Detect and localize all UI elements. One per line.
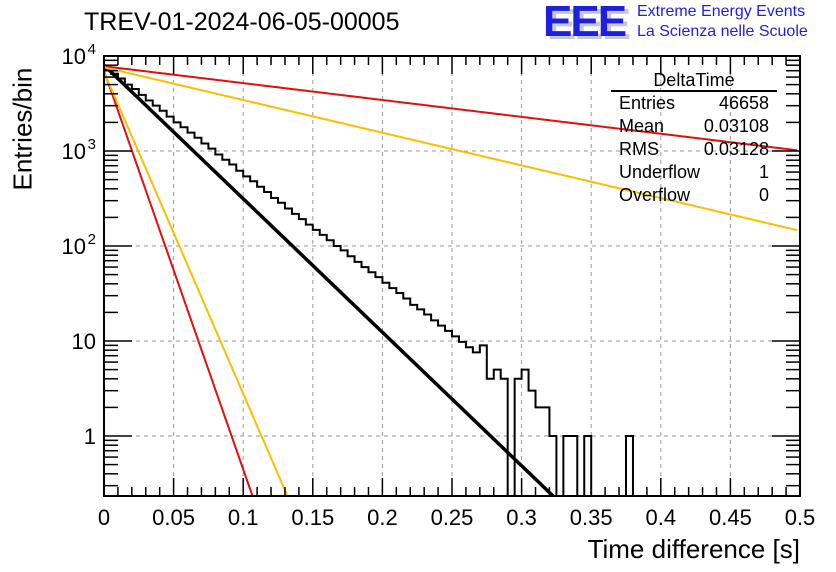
stats-box: DeltaTime Entries 46658 Mean 0.03108 RMS 0.… bbox=[611, 70, 777, 207]
stats-row-mean: Mean 0.03108 bbox=[611, 115, 777, 138]
x-tick-label: 0.2 bbox=[367, 505, 398, 530]
stats-value: 1 bbox=[758, 162, 769, 182]
fit-line-fit bbox=[104, 63, 556, 496]
y-tick-exponent: 2 bbox=[88, 231, 96, 248]
x-tick-label: 0.05 bbox=[152, 505, 195, 530]
x-tick-label: 0.35 bbox=[570, 505, 613, 530]
stats-title: DeltaTime bbox=[611, 70, 777, 92]
stats-row-overflow: Overflow 0 bbox=[611, 184, 777, 207]
x-tick-label: 0 bbox=[98, 505, 110, 530]
stats-label: Underflow bbox=[619, 162, 701, 182]
y-tick-exponent: 4 bbox=[88, 41, 96, 58]
x-axis-label: Time difference [s] bbox=[587, 534, 800, 564]
x-tick-label: 0.45 bbox=[709, 505, 752, 530]
stats-label: RMS bbox=[619, 139, 659, 159]
eee-logo: EEE bbox=[543, 0, 627, 46]
stats-value: 0.03108 bbox=[703, 116, 769, 136]
stats-label: Mean bbox=[619, 116, 665, 136]
stats-value: 0 bbox=[758, 185, 769, 205]
stats-row-rms: RMS 0.03128 bbox=[611, 138, 777, 161]
histogram-outline bbox=[104, 67, 640, 496]
logo-line-1: Extreme Energy Events bbox=[637, 3, 806, 20]
x-tick-label: 0.4 bbox=[646, 505, 677, 530]
stats-label: Overflow bbox=[619, 185, 691, 205]
chart-title: TREV-01-2024-06-05-00005 bbox=[84, 8, 400, 36]
stats-row-entries: Entries 46658 bbox=[611, 92, 777, 115]
x-tick-label: 0.15 bbox=[291, 505, 334, 530]
x-tick-label: 0.3 bbox=[506, 505, 537, 530]
x-tick-label: 0.5 bbox=[785, 505, 816, 530]
fit-line-lower-fast bbox=[104, 71, 289, 496]
fit-line-upper-fast bbox=[104, 70, 254, 496]
y-tick-label: 10 bbox=[72, 329, 96, 354]
x-tick-label: 0.25 bbox=[431, 505, 474, 530]
y-tick-label: 1 bbox=[84, 424, 96, 449]
stats-value: 46658 bbox=[718, 93, 769, 113]
y-tick-label: 10 bbox=[62, 139, 86, 164]
stats-row-underflow: Underflow 1 bbox=[611, 161, 777, 184]
logo-line-2: La Scienza nelle Scuole bbox=[637, 23, 808, 40]
fit-line-upper-slow bbox=[104, 65, 798, 152]
y-tick-label: 10 bbox=[62, 234, 86, 259]
x-tick-label: 0.1 bbox=[228, 505, 259, 530]
y-tick-exponent: 3 bbox=[88, 136, 96, 153]
fit-line-lower-slow bbox=[104, 66, 798, 232]
y-tick-label: 10 bbox=[62, 44, 86, 69]
stats-label: Entries bbox=[619, 93, 676, 113]
stats-value: 0.03128 bbox=[703, 139, 769, 159]
y-axis-label: Entries/bin bbox=[7, 67, 38, 191]
